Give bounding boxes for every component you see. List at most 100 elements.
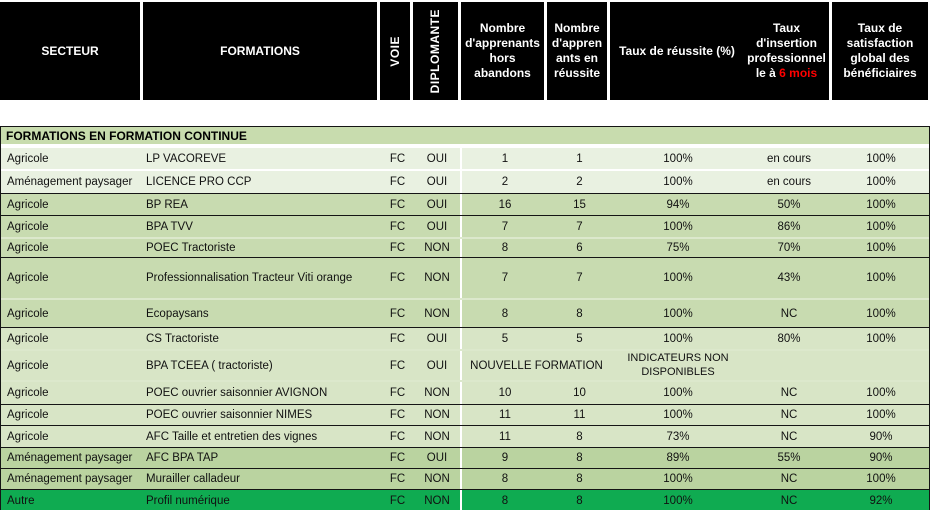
- table-row: Aménagement paysager Murailler calladeur F…: [1, 468, 929, 489]
- table-body: FORMATIONS EN FORMATION CONTINUE Agricol…: [0, 126, 930, 510]
- table-row: Aménagement paysager AFC BPA TAP FC OUI 9 8 89…: [1, 447, 929, 468]
- header-voie: VOIE: [380, 2, 410, 100]
- cell-voie: FC: [389, 387, 406, 399]
- cell-taux-insertion: 70%: [777, 242, 801, 254]
- cell-apprenants-en-reussite: 7: [576, 220, 583, 233]
- header-satisfaction: Taux de satisfaction global des bénéfici…: [832, 2, 928, 100]
- cell-satisfaction: 100%: [866, 152, 896, 165]
- cell-secteur: Agricole: [7, 359, 49, 372]
- cell-secteur: Agricole: [7, 198, 49, 211]
- cell-voie: FC: [389, 409, 406, 421]
- table-row: Agricole Professionnalisation Tracteur Vi…: [1, 257, 929, 298]
- cell-apprenants-en-reussite: 8: [576, 430, 583, 443]
- table-header-row: SECTEUR FORMATIONS VOIE DIPLOMANTE Nombr…: [0, 2, 933, 100]
- cell-diplomante: OUI: [414, 216, 462, 237]
- table-row: Agricole POEC ouvrier saisonnier AVIGNON F…: [1, 380, 929, 404]
- cell-taux-insertion: en cours: [766, 152, 812, 165]
- cell-formation: POEC Tractoriste: [146, 242, 236, 254]
- cell-satisfaction: 100%: [866, 242, 896, 254]
- cell-apprenants-en-reussite: 6: [576, 242, 583, 254]
- cell-taux-insertion: 43%: [777, 272, 801, 284]
- cell-apprenants-en-reussite: 1: [576, 152, 583, 165]
- cell-diplomante: NON: [414, 239, 462, 257]
- cell-apprenants-hors-abandons: 11: [499, 409, 511, 421]
- cell-apprenants-en-reussite: 10: [573, 387, 586, 399]
- cell-voie: FC: [389, 473, 406, 485]
- cell-diplomante: NON: [414, 405, 462, 425]
- cell-formation: POEC ouvrier saisonnier AVIGNON: [146, 387, 328, 399]
- cell-apprenants-en-reussite: 7: [576, 272, 583, 284]
- cell-satisfaction: 90%: [869, 452, 893, 464]
- header-secteur: SECTEUR: [0, 2, 140, 100]
- cell-voie: FC: [389, 176, 406, 188]
- cell-satisfaction: 100%: [866, 272, 896, 284]
- cell-taux-insertion: NC: [780, 494, 798, 507]
- cell-voie: FC: [389, 307, 406, 320]
- header-apprenants-en-reussite: Nombre d'apprenants en réussite: [547, 2, 607, 100]
- cell-diplomante: NON: [414, 426, 462, 447]
- cell-secteur: Agricole: [7, 152, 49, 165]
- header-taux-insertion: Taux d'insertion professionnelle à 6 moi…: [744, 2, 829, 100]
- table-row: Aménagement paysager LICENCE PRO CCP FC OUI…: [1, 169, 929, 193]
- empty-band: [0, 100, 933, 126]
- cell-satisfaction: 100%: [866, 198, 896, 211]
- six-mois-highlight: 6 mois: [779, 66, 818, 80]
- cell-satisfaction: 90%: [869, 430, 893, 443]
- cell-formation: BPA TVV: [146, 220, 193, 233]
- header-formations: FORMATIONS: [143, 2, 377, 100]
- cell-apprenants-hors-abandons: 16: [498, 198, 512, 211]
- cell-formation: Ecopaysans: [146, 307, 209, 320]
- cell-secteur: Autre: [7, 494, 35, 507]
- table-row: Agricole BP REA FC OUI 16 15 94% 50% 100%: [1, 193, 929, 215]
- cell-apprenants-hors-abandons: 11: [499, 430, 511, 443]
- cell-taux-reussite: 89%: [666, 452, 690, 464]
- table-row: Agricole CS Tractoriste FC OUI 5 5 100% 80% 100%: [1, 327, 929, 349]
- cell-formation: BPA TCEEA ( tractoriste): [146, 359, 273, 372]
- cell-apprenants-en-reussite: 8: [576, 494, 583, 507]
- cell-satisfaction: 100%: [866, 409, 896, 421]
- cell-formation: LP VACOREVE: [146, 152, 227, 165]
- cell-taux-reussite: 100%: [663, 387, 693, 399]
- cell-apprenants-hors-abandons: 1: [501, 152, 509, 165]
- cell-taux-insertion: NC: [780, 387, 798, 399]
- cell-taux-insertion: en cours: [766, 176, 812, 188]
- header-taux-reussite: Taux de réussite (%): [610, 2, 744, 100]
- cell-taux-reussite: 100%: [663, 494, 693, 507]
- cell-voie: FC: [389, 494, 406, 507]
- table-row: Agricole POEC Tractoriste FC NON 8 6 75% 70% 100…: [1, 237, 929, 257]
- cell-taux-reussite: 100%: [663, 307, 693, 320]
- cell-voie: FC: [389, 198, 406, 211]
- cell-taux-insertion: NC: [780, 430, 798, 443]
- cell-taux-reussite: 100%: [663, 220, 693, 233]
- cell-taux-insertion: [745, 351, 833, 380]
- cell-voie: FC: [389, 272, 406, 284]
- cell-diplomante: NON: [414, 300, 462, 327]
- cell-apprenants-en-reussite: 5: [576, 332, 583, 345]
- cell-secteur: Agricole: [7, 332, 49, 345]
- cell-secteur: Aménagement paysager: [7, 176, 133, 188]
- cell-taux-insertion: 55%: [777, 452, 801, 464]
- cell-diplomante: OUI: [414, 148, 462, 169]
- cell-formation: LICENCE PRO CCP: [146, 176, 252, 188]
- cell-apprenants-en-reussite: 2: [576, 176, 583, 188]
- cell-diplomante: NON: [414, 258, 462, 298]
- cell-diplomante: OUI: [414, 328, 462, 349]
- cell-voie: FC: [389, 220, 406, 233]
- cell-diplomante: OUI: [414, 448, 462, 468]
- header-diplomante: DIPLOMANTE: [413, 2, 458, 100]
- cell-taux-reussite: 100%: [663, 473, 693, 485]
- cell-apprenants-en-reussite: 8: [576, 473, 583, 485]
- cell-taux-reussite: 73%: [666, 430, 690, 443]
- cell-taux-reussite: 75%: [666, 242, 690, 254]
- cell-diplomante: OUI: [414, 351, 462, 380]
- cell-satisfaction: 100%: [866, 473, 896, 485]
- data-rows: Agricole LP VACOREVE FC OUI 1 1 100% en cours 10…: [1, 146, 929, 510]
- table-row: Agricole BPA TCEEA ( tractoriste) FC OUI NOU…: [1, 349, 929, 380]
- cell-voie: FC: [389, 242, 406, 254]
- header-apprenants-hors-abandons: Nombre d'apprenants hors abandons: [461, 2, 544, 100]
- table-row: Autre Profil numérique FC NON 8 8 100% NC 92%: [1, 489, 929, 510]
- cell-satisfaction: 100%: [866, 387, 896, 399]
- cell-secteur: Agricole: [7, 272, 49, 284]
- cell-taux-insertion: NC: [780, 307, 798, 320]
